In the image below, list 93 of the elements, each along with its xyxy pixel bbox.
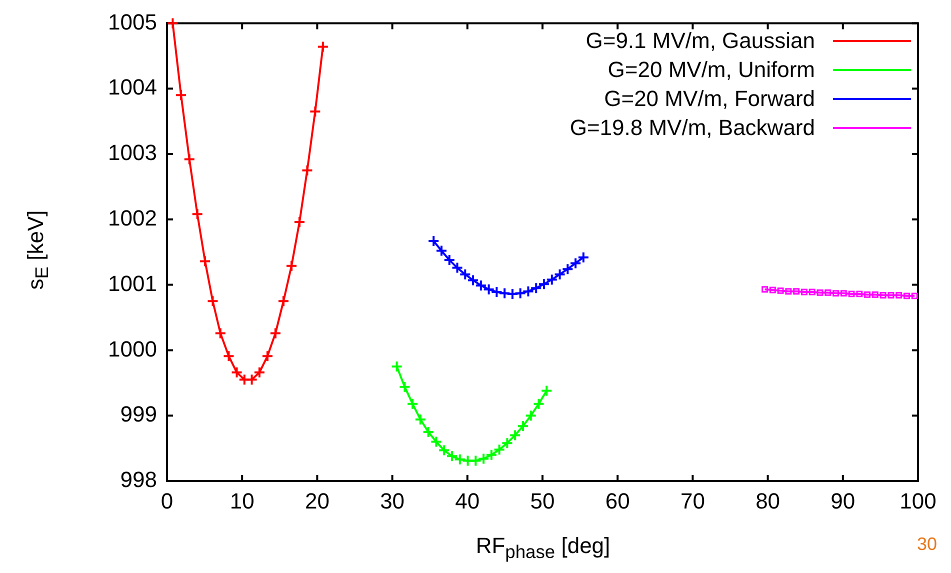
- point: [532, 398, 545, 410]
- point: [430, 436, 442, 448]
- point: [253, 366, 266, 378]
- point: [785, 288, 792, 295]
- point: [848, 290, 855, 298]
- point: [414, 414, 426, 426]
- point: [206, 295, 219, 308]
- x-tick-label: 0: [160, 488, 174, 514]
- y-tick-label: 999: [120, 402, 157, 427]
- point: [498, 287, 511, 300]
- point: [222, 350, 235, 362]
- point: [840, 290, 847, 297]
- point: [501, 437, 514, 450]
- point: [777, 287, 784, 294]
- x-tick-label: 10: [230, 488, 254, 514]
- point: [832, 290, 839, 297]
- legend-label: G=20 MV/m, Uniform: [608, 56, 815, 82]
- point: [824, 289, 832, 296]
- point: [540, 384, 553, 397]
- text: 30: [916, 534, 937, 555]
- point: [435, 244, 448, 257]
- y-tick-label: 1001: [108, 270, 157, 296]
- point: [175, 89, 188, 102]
- point: [509, 429, 522, 442]
- point: [390, 360, 403, 373]
- point: [286, 260, 298, 272]
- point: [562, 263, 574, 276]
- point: [864, 291, 871, 298]
- legend-label: G=9.1 MV/m, Gaussian: [586, 28, 815, 54]
- point: [888, 292, 894, 298]
- point: [522, 285, 534, 298]
- point: [546, 274, 558, 286]
- x-axis-title: RF$_{phase}$ [deg]: [476, 532, 610, 564]
- point: [166, 17, 179, 30]
- point: [428, 234, 440, 247]
- point: [478, 452, 490, 465]
- y-tick-label: 1004: [108, 74, 157, 100]
- x-tick-label: 90: [830, 488, 856, 514]
- point: [762, 286, 768, 293]
- x-tick-label: 80: [756, 488, 780, 514]
- point: [538, 278, 550, 290]
- point: [309, 105, 322, 118]
- point: [896, 292, 902, 298]
- point: [277, 295, 290, 308]
- point: [214, 327, 226, 340]
- point: [856, 290, 863, 298]
- y-tick-label: 1002: [108, 205, 157, 230]
- point: [554, 268, 566, 280]
- point: [880, 292, 886, 298]
- point: [570, 257, 582, 270]
- point: [485, 448, 498, 461]
- y-tick-label: 1000: [108, 336, 157, 362]
- x-tick-label: 70: [680, 488, 705, 514]
- y-tick-label: 1003: [108, 140, 157, 166]
- point: [191, 208, 204, 220]
- x-tick-label: 60: [605, 488, 630, 514]
- x-tick-label: 20: [304, 488, 330, 514]
- point: [493, 444, 506, 456]
- point: [261, 350, 274, 362]
- point: [443, 254, 456, 266]
- point: [793, 288, 800, 295]
- point: [183, 153, 196, 166]
- x-tick-label: 50: [530, 488, 555, 514]
- y-tick-label: 998: [120, 467, 157, 492]
- point: [872, 291, 878, 298]
- point: [904, 292, 910, 300]
- point: [246, 374, 258, 386]
- point: [524, 410, 537, 422]
- x-tick-label: 40: [455, 488, 480, 514]
- point: [801, 288, 808, 296]
- x-tick-label: 30: [380, 488, 405, 514]
- point: [316, 40, 329, 53]
- point: [816, 289, 824, 296]
- point: [514, 287, 526, 300]
- point: [269, 327, 282, 340]
- legend-label: G=19.8 MV/m, Backward: [570, 114, 815, 140]
- point: [422, 426, 434, 438]
- point: [506, 288, 518, 300]
- point: [577, 251, 590, 264]
- point: [293, 216, 306, 228]
- point: [398, 380, 411, 393]
- point: [808, 288, 816, 296]
- point: [470, 454, 482, 467]
- point: [911, 292, 918, 300]
- point: [406, 398, 419, 410]
- point: [769, 286, 776, 294]
- y-tick-label: 1005: [108, 9, 157, 34]
- legend-label: G=20 MV/m, Forward: [604, 86, 815, 112]
- point: [199, 255, 212, 268]
- point: [516, 420, 529, 432]
- x-tick-label: 100: [900, 488, 936, 514]
- point: [530, 282, 542, 294]
- point: [301, 164, 314, 176]
